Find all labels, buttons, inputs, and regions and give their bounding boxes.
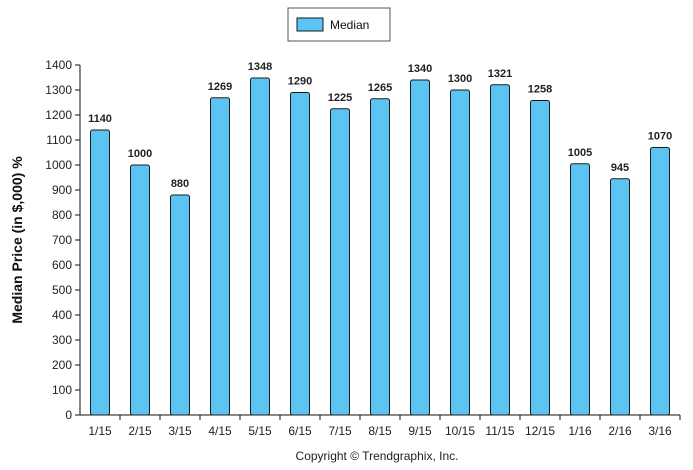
data-label: 1225 xyxy=(328,92,352,104)
y-axis-title: Median Price (in $,000) % xyxy=(9,156,25,324)
data-label: 1321 xyxy=(488,68,512,80)
bar-2-15 xyxy=(130,164,150,416)
data-label: 1300 xyxy=(448,73,472,85)
y-tick-label: 400 xyxy=(52,308,72,322)
y-tick-label: 300 xyxy=(52,333,72,347)
y-tick-label: 1200 xyxy=(45,108,72,122)
bar-1-15 xyxy=(90,129,110,416)
legend-swatch xyxy=(296,17,324,32)
bar-3-16 xyxy=(650,147,670,416)
y-tick-label: 600 xyxy=(52,258,72,272)
x-tick-label: 10/15 xyxy=(445,424,475,438)
y-tick-label: 1100 xyxy=(46,133,72,147)
data-label: 1265 xyxy=(368,82,392,94)
bar-11-15 xyxy=(490,84,510,416)
x-tick-label: 12/15 xyxy=(525,424,555,438)
y-tick-label: 1000 xyxy=(45,158,72,172)
data-label: 1140 xyxy=(88,113,112,125)
x-tick-label: 4/15 xyxy=(208,424,232,438)
x-tick-label: 3/15 xyxy=(168,424,192,438)
x-tick-label: 2/15 xyxy=(128,424,152,438)
y-tick-label: 0 xyxy=(65,408,72,422)
x-tick-label: 7/15 xyxy=(328,424,352,438)
y-tick-label: 100 xyxy=(52,383,72,397)
bar-4-15 xyxy=(210,97,230,416)
data-label: 1000 xyxy=(128,148,152,160)
bar-6-15 xyxy=(290,92,310,416)
data-label: 1290 xyxy=(288,76,312,88)
x-tick-label: 11/15 xyxy=(485,424,514,438)
y-ticks: 0 100 200 300 400 500 600 700 800 900 1000 1100 1200… xyxy=(45,58,80,422)
bars xyxy=(90,77,670,416)
bar-5-15 xyxy=(250,77,270,416)
bar-12-15 xyxy=(530,100,550,416)
data-label: 1340 xyxy=(408,63,432,75)
bar-10-15 xyxy=(450,89,470,416)
legend: Median xyxy=(287,7,391,42)
bar-3-15 xyxy=(170,194,190,416)
x-tick-label: 2/16 xyxy=(608,424,632,438)
data-label: 1348 xyxy=(248,61,272,73)
data-labels: 1140 1000 880 1269 1348 1290 1225 1265 1340 1300 1… xyxy=(88,61,672,190)
legend-label: Median xyxy=(330,18,369,32)
x-tick-label: 6/15 xyxy=(288,424,312,438)
x-ticks: 1/15 2/15 3/15 4/15 5/15 6/15 7/15 8/15 9/15 10/1… xyxy=(88,415,681,438)
x-tick-label: 1/16 xyxy=(568,424,592,438)
bar-2-16 xyxy=(610,178,630,416)
y-tick-label: 1400 xyxy=(45,58,72,72)
x-tick-label: 3/16 xyxy=(648,424,672,438)
y-tick-label: 900 xyxy=(52,183,72,197)
bar-8-15 xyxy=(370,98,390,416)
data-label: 1258 xyxy=(528,84,552,96)
data-label: 1005 xyxy=(568,147,592,159)
y-tick-label: 800 xyxy=(52,208,72,222)
data-label: 1070 xyxy=(648,131,672,143)
x-tick-label: 1/15 xyxy=(88,424,112,438)
x-tick-label: 9/15 xyxy=(408,424,432,438)
data-label: 880 xyxy=(171,178,189,190)
y-tick-label: 1300 xyxy=(45,83,72,97)
bar-7-15 xyxy=(330,108,350,416)
x-tick-label: 8/15 xyxy=(368,424,392,438)
bar-1-16 xyxy=(570,163,590,416)
data-label: 945 xyxy=(611,162,629,174)
bar-9-15 xyxy=(410,79,430,416)
y-tick-label: 500 xyxy=(52,283,72,297)
y-tick-label: 200 xyxy=(52,358,72,372)
data-label: 1269 xyxy=(208,81,232,93)
y-tick-label: 700 xyxy=(52,233,72,247)
x-tick-label: 5/15 xyxy=(248,424,272,438)
copyright-text: Copyright © Trendgraphix, Inc. xyxy=(296,449,459,463)
